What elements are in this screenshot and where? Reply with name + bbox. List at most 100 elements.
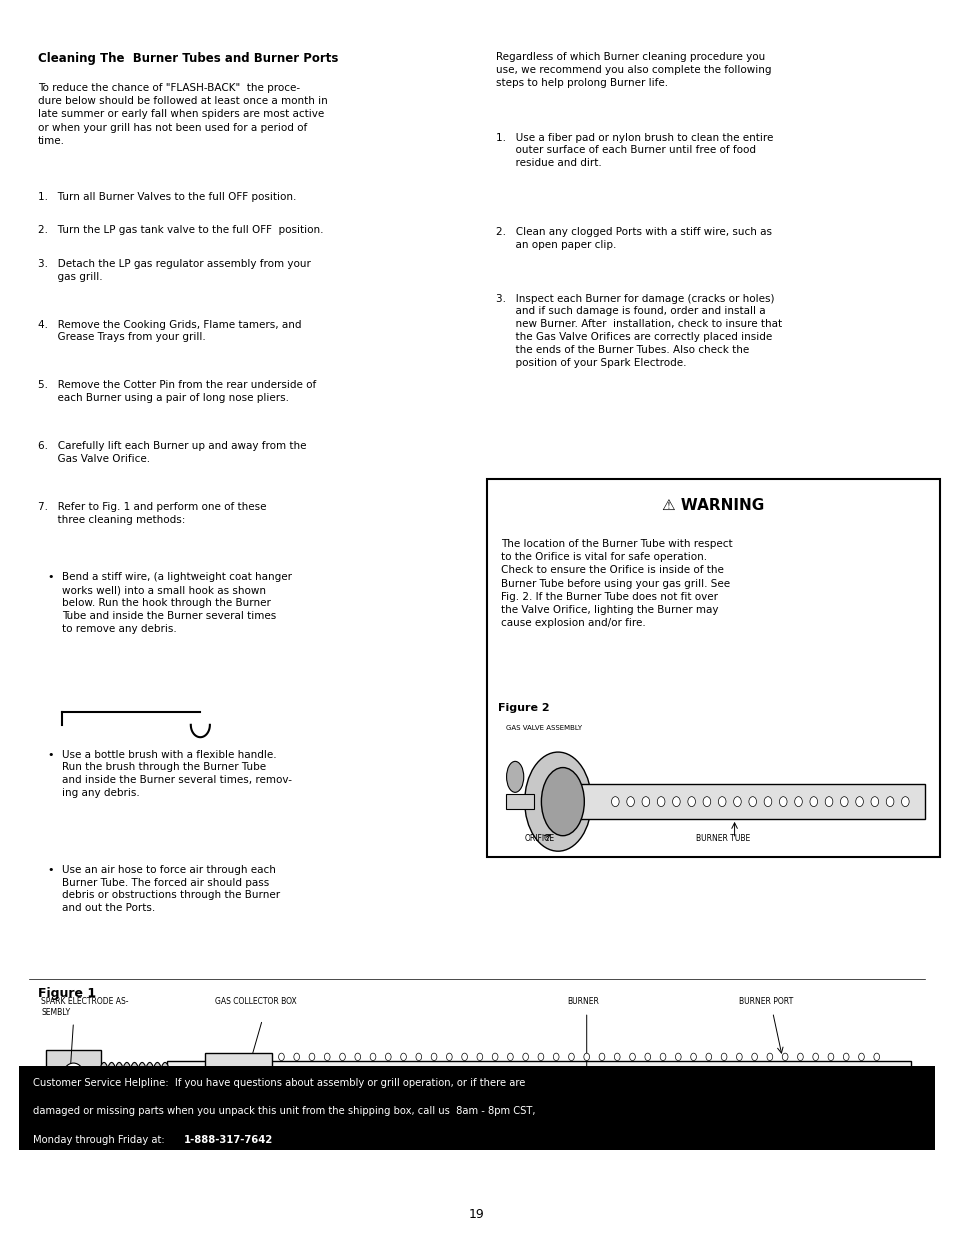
Circle shape [733, 797, 740, 807]
Text: Cleaning The  Burner Tubes and Burner Ports: Cleaning The Burner Tubes and Burner Por… [38, 52, 338, 64]
Text: Regardless of which Burner cleaning procedure you
use, we recommend you also com: Regardless of which Burner cleaning proc… [496, 52, 771, 88]
Circle shape [370, 1053, 375, 1061]
Circle shape [766, 1053, 772, 1061]
Bar [505, 794, 534, 809]
Text: •: • [48, 572, 54, 582]
Bar [167, 1061, 910, 1095]
Circle shape [385, 1053, 391, 1061]
Circle shape [553, 1053, 558, 1061]
Text: TO CLEAN BURNER TUBE,
INSERT HOOK HERE: TO CLEAN BURNER TUBE, INSERT HOOK HERE [29, 1066, 126, 1085]
Text: 3.   Inspect each Burner for damage (cracks or holes)
      and if such damage i: 3. Inspect each Burner for damage (crack… [496, 294, 781, 368]
Circle shape [583, 1053, 589, 1061]
Ellipse shape [137, 1063, 147, 1094]
Bar [46, 1049, 101, 1105]
Ellipse shape [506, 761, 523, 793]
Circle shape [537, 1053, 543, 1061]
Circle shape [507, 1053, 513, 1061]
Circle shape [702, 797, 710, 807]
Text: FOOT: FOOT [791, 1126, 812, 1135]
Circle shape [355, 1053, 360, 1061]
Circle shape [751, 1053, 757, 1061]
Circle shape [885, 797, 893, 807]
Text: BURNER: BURNER [567, 997, 598, 1006]
Text: Figure 1: Figure 1 [38, 987, 96, 1000]
Circle shape [657, 797, 664, 807]
Text: 1-888-317-7642: 1-888-317-7642 [184, 1135, 274, 1145]
Circle shape [431, 1053, 436, 1061]
Circle shape [687, 797, 695, 807]
Circle shape [809, 797, 817, 807]
Text: Use a bottle brush with a flexible handle.
Run the brush through the Burner Tube: Use a bottle brush with a flexible handl… [62, 750, 292, 798]
Text: 2.   Turn the LP gas tank valve to the full OFF  position.: 2. Turn the LP gas tank valve to the ful… [38, 225, 323, 235]
Circle shape [659, 1053, 665, 1061]
Circle shape [492, 1053, 497, 1061]
Text: To reduce the chance of "FLASH-BACK"  the proce-
dure below should be followed a: To reduce the chance of "FLASH-BACK" the… [38, 83, 328, 146]
Text: 2.   Clean any clogged Ports with a stiff wire, such as
      an open paper clip: 2. Clean any clogged Ports with a stiff … [496, 227, 771, 249]
Text: GAS VALVE ASSEMBLY: GAS VALVE ASSEMBLY [505, 725, 581, 731]
Circle shape [611, 797, 618, 807]
Circle shape [644, 1053, 650, 1061]
FancyBboxPatch shape [486, 479, 939, 857]
Bar [205, 1053, 272, 1103]
Ellipse shape [122, 1063, 132, 1094]
Circle shape [62, 1063, 85, 1093]
Circle shape [522, 1053, 528, 1061]
Text: 6.   Carefully lift each Burner up and away from the
      Gas Valve Orifice.: 6. Carefully lift each Burner up and awa… [38, 441, 306, 463]
Circle shape [827, 1053, 833, 1061]
Text: •: • [48, 750, 54, 760]
Circle shape [779, 797, 786, 807]
Ellipse shape [130, 1063, 139, 1094]
Circle shape [461, 1053, 467, 1061]
Circle shape [873, 1053, 879, 1061]
Circle shape [748, 797, 756, 807]
Ellipse shape [152, 1063, 162, 1094]
Circle shape [858, 1053, 863, 1061]
Text: 7.   Refer to Fig. 1 and perform one of these
      three cleaning methods:: 7. Refer to Fig. 1 and perform one of th… [38, 502, 267, 524]
Text: BURNER TUBE: BURNER TUBE [696, 834, 750, 843]
Circle shape [598, 1053, 604, 1061]
Circle shape [614, 1053, 619, 1061]
Bar [19, 1066, 934, 1150]
Text: SPARK ELECTRODE AS-
SEMBLY: SPARK ELECTRODE AS- SEMBLY [41, 997, 129, 1017]
Text: 1.   Use a fiber pad or nylon brush to clean the entire
      outer surface of e: 1. Use a fiber pad or nylon brush to cle… [496, 133, 773, 169]
Circle shape [798, 1068, 813, 1088]
Text: 19: 19 [469, 1208, 484, 1220]
Ellipse shape [541, 768, 583, 836]
Circle shape [718, 797, 725, 807]
Text: 3.   Detach the LP gas regulator assembly from your
      gas grill.: 3. Detach the LP gas regulator assembly … [38, 259, 311, 281]
Circle shape [339, 1053, 345, 1061]
Text: GAS COLLECTOR BOX: GAS COLLECTOR BOX [214, 997, 296, 1006]
Circle shape [476, 1053, 482, 1061]
Circle shape [568, 1053, 574, 1061]
Circle shape [720, 1053, 726, 1061]
Text: 4.   Remove the Cooking Grids, Flame tamers, and
      Grease Trays from your gr: 4. Remove the Cooking Grids, Flame tamer… [38, 320, 301, 342]
Text: damaged or missing parts when you unpack this unit from the shipping box, call u: damaged or missing parts when you unpack… [33, 1106, 536, 1116]
Ellipse shape [145, 1063, 154, 1094]
Text: BURNER TUBE: BURNER TUBE [205, 1126, 259, 1135]
Ellipse shape [99, 1063, 109, 1094]
Text: ORIFICE: ORIFICE [524, 834, 555, 843]
Circle shape [641, 797, 649, 807]
Circle shape [901, 797, 908, 807]
Circle shape [705, 1053, 711, 1061]
Text: COTTER PIN: COTTER PIN [862, 1126, 908, 1135]
Text: Figure 2: Figure 2 [497, 703, 549, 712]
Ellipse shape [160, 1063, 170, 1094]
Text: 5.   Remove the Cotter Pin from the rear underside of
      each Burner using a : 5. Remove the Cotter Pin from the rear u… [38, 380, 316, 403]
Circle shape [690, 1053, 696, 1061]
Circle shape [824, 797, 832, 807]
Circle shape [672, 797, 679, 807]
Circle shape [446, 1053, 452, 1061]
Text: Bend a stiff wire, (a lightweight coat hanger
works well) into a small hook as s: Bend a stiff wire, (a lightweight coat h… [62, 572, 292, 633]
Circle shape [797, 1053, 802, 1061]
Bar [577, 784, 924, 819]
Text: Monday through Friday at:: Monday through Friday at: [33, 1135, 172, 1145]
Circle shape [324, 1053, 330, 1061]
Circle shape [812, 1053, 818, 1061]
Ellipse shape [114, 1063, 124, 1094]
Circle shape [855, 797, 862, 807]
Ellipse shape [107, 1063, 116, 1094]
Circle shape [842, 1053, 848, 1061]
Text: 1.   Turn all Burner Valves to the full OFF position.: 1. Turn all Burner Valves to the full OF… [38, 192, 296, 202]
Text: Customer Service Helpline:  If you have questions about assembly or grill operat: Customer Service Helpline: If you have q… [33, 1078, 525, 1088]
